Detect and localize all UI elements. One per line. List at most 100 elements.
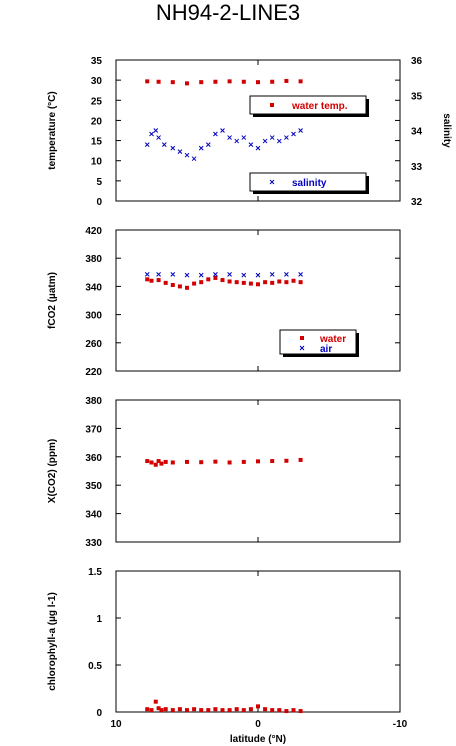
- y-tick-label: 20: [91, 116, 103, 127]
- data-point: [248, 142, 254, 147]
- data-point: [198, 272, 204, 278]
- data-point: [227, 708, 232, 713]
- y-tick-label: 370: [85, 424, 102, 435]
- y2-axis-label: salinity: [441, 113, 452, 148]
- y-tick-label: 340: [85, 282, 102, 293]
- data-point: [145, 79, 150, 84]
- data-point: [185, 459, 189, 464]
- data-point: [284, 272, 289, 277]
- panel-4: 0 0.5 1 1.5 10 0 -10 chlorophyll-a (µg l-1): [47, 567, 408, 730]
- plot-frame: [115, 570, 401, 713]
- data-point: [227, 135, 232, 140]
- data-point: [161, 142, 167, 147]
- y2-tick-label: 35: [411, 91, 423, 102]
- y-tick-label: 380: [85, 396, 102, 407]
- y-axis-label: fCO2 (µatm): [47, 272, 58, 329]
- y-axis-label: chlorophyll-a (µg l-1): [47, 592, 58, 691]
- data-point: [206, 708, 211, 713]
- chart-title: NH94-2-LINE3: [155, 0, 301, 25]
- y-tick-label: 260: [85, 339, 102, 350]
- data-point: [291, 278, 296, 283]
- legend-label: air: [320, 344, 332, 355]
- data-point: [153, 699, 158, 704]
- data-point: [149, 460, 154, 465]
- y-tick-label: 15: [91, 137, 103, 148]
- legend-marker: [269, 179, 275, 185]
- data-point: [241, 459, 246, 464]
- y2-tick-label: 32: [411, 197, 423, 208]
- data-point: [185, 285, 189, 290]
- data-point: [185, 81, 189, 86]
- y-tick-label: 10: [91, 157, 103, 168]
- data-point: [241, 708, 246, 713]
- data-point: [241, 272, 247, 278]
- data-point: [199, 80, 204, 85]
- y-tick-label: 1.5: [88, 567, 102, 578]
- data-point: [213, 79, 218, 84]
- data-point: [256, 80, 260, 85]
- data-point: [199, 460, 204, 465]
- data-point: [156, 706, 161, 711]
- y-axis-label: X(CO2) (ppm): [47, 439, 58, 503]
- data-point: [256, 704, 260, 709]
- data-point: [270, 459, 275, 464]
- data-point: [213, 459, 218, 464]
- data-point: [241, 135, 247, 140]
- data-point: [269, 272, 275, 277]
- data-point: [298, 280, 303, 285]
- data-point: [213, 272, 218, 277]
- y-tick-label: 0: [96, 197, 102, 208]
- data-point: [153, 128, 159, 133]
- y2-tick-label: 34: [411, 127, 423, 138]
- x-tick-label: 10: [110, 719, 122, 730]
- data-point: [159, 708, 164, 713]
- y-tick-label: 220: [85, 367, 102, 378]
- data-point: [227, 272, 232, 277]
- data-point: [220, 128, 225, 133]
- y-tick-label: 5: [96, 177, 102, 188]
- panel-1: 0 5 10 15 20 25 30 35 32 33 34 35 36 salinity temperat…: [47, 56, 452, 208]
- data-point: [276, 138, 282, 144]
- data-point: [227, 279, 232, 284]
- y-tick-label: 330: [85, 538, 102, 549]
- data-point: [270, 708, 275, 713]
- x-tick-label: -10: [393, 719, 408, 730]
- y-tick-label: 0: [96, 708, 102, 719]
- data-point: [198, 145, 204, 151]
- data-point: [248, 707, 253, 712]
- y-tick-label: 420: [85, 226, 102, 237]
- data-point: [156, 272, 161, 277]
- data-point: [206, 277, 211, 282]
- data-point: [262, 138, 268, 144]
- data-point: [220, 278, 225, 283]
- data-point: [269, 135, 275, 140]
- data-point: [263, 280, 268, 285]
- data-point: [256, 282, 260, 287]
- data-point: [234, 280, 239, 285]
- data-point: [149, 278, 154, 283]
- legend-marker: [300, 336, 304, 340]
- data-point: [156, 459, 161, 464]
- data-point: [153, 462, 158, 467]
- data-point: [270, 79, 275, 84]
- y-tick-label: 340: [85, 510, 102, 521]
- data-point: [270, 280, 275, 285]
- data-point: [284, 280, 289, 285]
- legend-box: [279, 329, 357, 355]
- data-point: [170, 460, 175, 465]
- data-point: [241, 79, 246, 84]
- y-tick-label: 35: [91, 56, 103, 67]
- x-axis-label: latitude (°N): [230, 734, 286, 745]
- data-point: [170, 282, 175, 287]
- legend-label: water: [319, 334, 346, 345]
- y-tick-label: 350: [85, 481, 102, 492]
- data-point: [159, 461, 164, 466]
- data-point: [255, 145, 261, 151]
- data-point: [298, 128, 303, 133]
- data-point: [170, 145, 176, 151]
- data-point: [184, 152, 190, 158]
- data-point: [234, 138, 240, 144]
- data-point: [227, 460, 232, 465]
